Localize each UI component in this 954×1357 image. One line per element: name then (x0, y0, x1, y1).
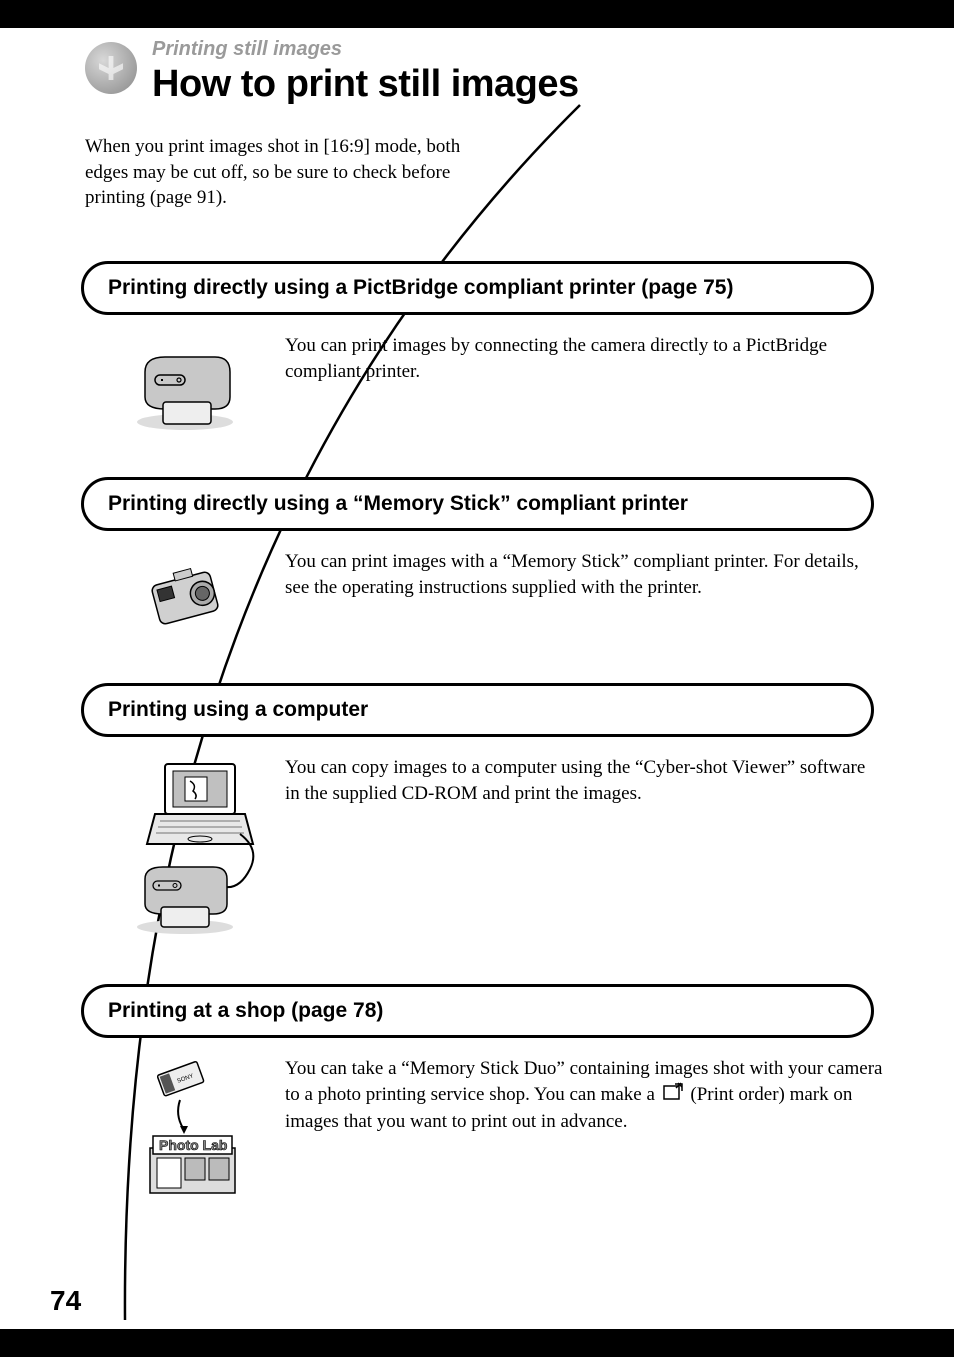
page-title: How to print still images (152, 63, 894, 106)
section-description: You can take a “Memory Stick Duo” contai… (285, 1056, 894, 1135)
computer-printer-icon (125, 755, 265, 944)
camera-icon (125, 549, 265, 643)
section-label: Printing still images (152, 38, 894, 61)
section-title: Printing directly using a “Memory Stick”… (108, 492, 847, 516)
section-heading-pill: Printing directly using a “Memory Stick”… (81, 477, 874, 531)
section-icon (85, 42, 137, 94)
section-memorystick: Printing directly using a “Memory Stick”… (85, 477, 894, 653)
svg-text:Photo Lab: Photo Lab (159, 1137, 227, 1153)
section-pictbridge: Printing directly using a PictBridge com… (85, 261, 894, 447)
section-heading-pill: Printing directly using a PictBridge com… (81, 261, 874, 315)
section-description: You can print images by connecting the c… (285, 333, 894, 384)
intro-paragraph: When you print images shot in [16:9] mod… (85, 134, 505, 211)
section-description: You can print images with a “Memory Stic… (285, 549, 894, 600)
section-title: Printing directly using a PictBridge com… (108, 276, 847, 300)
section-computer: Printing using a computer (85, 683, 894, 954)
section-description: You can copy images to a computer using … (285, 755, 894, 806)
top-black-bar (0, 0, 954, 28)
section-title: Printing using a computer (108, 698, 847, 722)
page-header: Printing still images How to print still… (85, 38, 894, 106)
dpof-icon (662, 1082, 684, 1110)
section-title: Printing at a shop (page 78) (108, 999, 847, 1023)
photo-lab-icon: SONY Photo Lab (125, 1056, 265, 1205)
section-shop: Printing at a shop (page 78) SONY (85, 984, 894, 1215)
printer-icon (125, 333, 265, 437)
page-number: 74 (50, 1285, 81, 1317)
bottom-black-bar (0, 1329, 954, 1357)
section-heading-pill: Printing using a computer (81, 683, 874, 737)
section-heading-pill: Printing at a shop (page 78) (81, 984, 874, 1038)
